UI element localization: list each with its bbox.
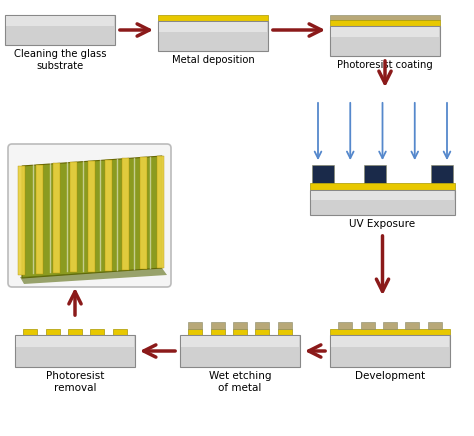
Bar: [331, 27, 439, 37]
Polygon shape: [20, 268, 167, 284]
Bar: [255, 329, 269, 335]
Bar: [188, 329, 202, 335]
Text: Wet etching
of metal: Wet etching of metal: [209, 371, 271, 393]
Bar: [210, 322, 225, 329]
Bar: [330, 15, 440, 20]
Bar: [6, 16, 114, 27]
Bar: [233, 322, 247, 329]
Bar: [330, 20, 440, 26]
Bar: [159, 22, 267, 33]
Text: Development: Development: [355, 371, 425, 381]
Polygon shape: [36, 165, 43, 274]
Bar: [188, 322, 202, 329]
Text: UV Exposure: UV Exposure: [349, 219, 416, 229]
Bar: [330, 329, 450, 335]
Bar: [210, 329, 225, 335]
Bar: [311, 191, 454, 200]
Polygon shape: [22, 156, 162, 278]
Bar: [428, 322, 442, 329]
Polygon shape: [18, 166, 25, 275]
Bar: [338, 322, 352, 329]
Polygon shape: [53, 164, 60, 273]
Bar: [383, 322, 397, 329]
Polygon shape: [140, 157, 147, 269]
Bar: [91, 329, 104, 335]
Bar: [158, 21, 268, 51]
Bar: [330, 335, 450, 367]
Polygon shape: [157, 156, 164, 268]
Bar: [46, 329, 60, 335]
Bar: [68, 329, 82, 335]
Text: Photoresist
removal: Photoresist removal: [46, 371, 104, 393]
Bar: [233, 329, 247, 335]
Bar: [278, 322, 292, 329]
Bar: [310, 183, 455, 190]
Polygon shape: [122, 159, 129, 270]
Bar: [255, 322, 269, 329]
Bar: [23, 329, 37, 335]
Bar: [180, 335, 300, 367]
Bar: [312, 165, 334, 183]
Bar: [15, 335, 135, 367]
Bar: [364, 165, 386, 183]
Bar: [405, 322, 419, 329]
Bar: [278, 329, 292, 335]
Bar: [113, 329, 127, 335]
Polygon shape: [105, 160, 112, 271]
Text: Photoresist coating: Photoresist coating: [337, 60, 433, 70]
Bar: [331, 336, 449, 347]
Text: Metal deposition: Metal deposition: [172, 55, 255, 65]
Bar: [431, 165, 453, 183]
Bar: [16, 336, 134, 347]
Bar: [330, 26, 440, 56]
Bar: [310, 190, 455, 215]
Text: Cleaning the glass
substrate: Cleaning the glass substrate: [14, 49, 106, 72]
Bar: [158, 15, 268, 21]
Polygon shape: [70, 162, 77, 272]
Bar: [181, 336, 299, 347]
Bar: [5, 15, 115, 45]
Bar: [361, 322, 374, 329]
Polygon shape: [88, 161, 95, 272]
FancyBboxPatch shape: [8, 144, 171, 287]
